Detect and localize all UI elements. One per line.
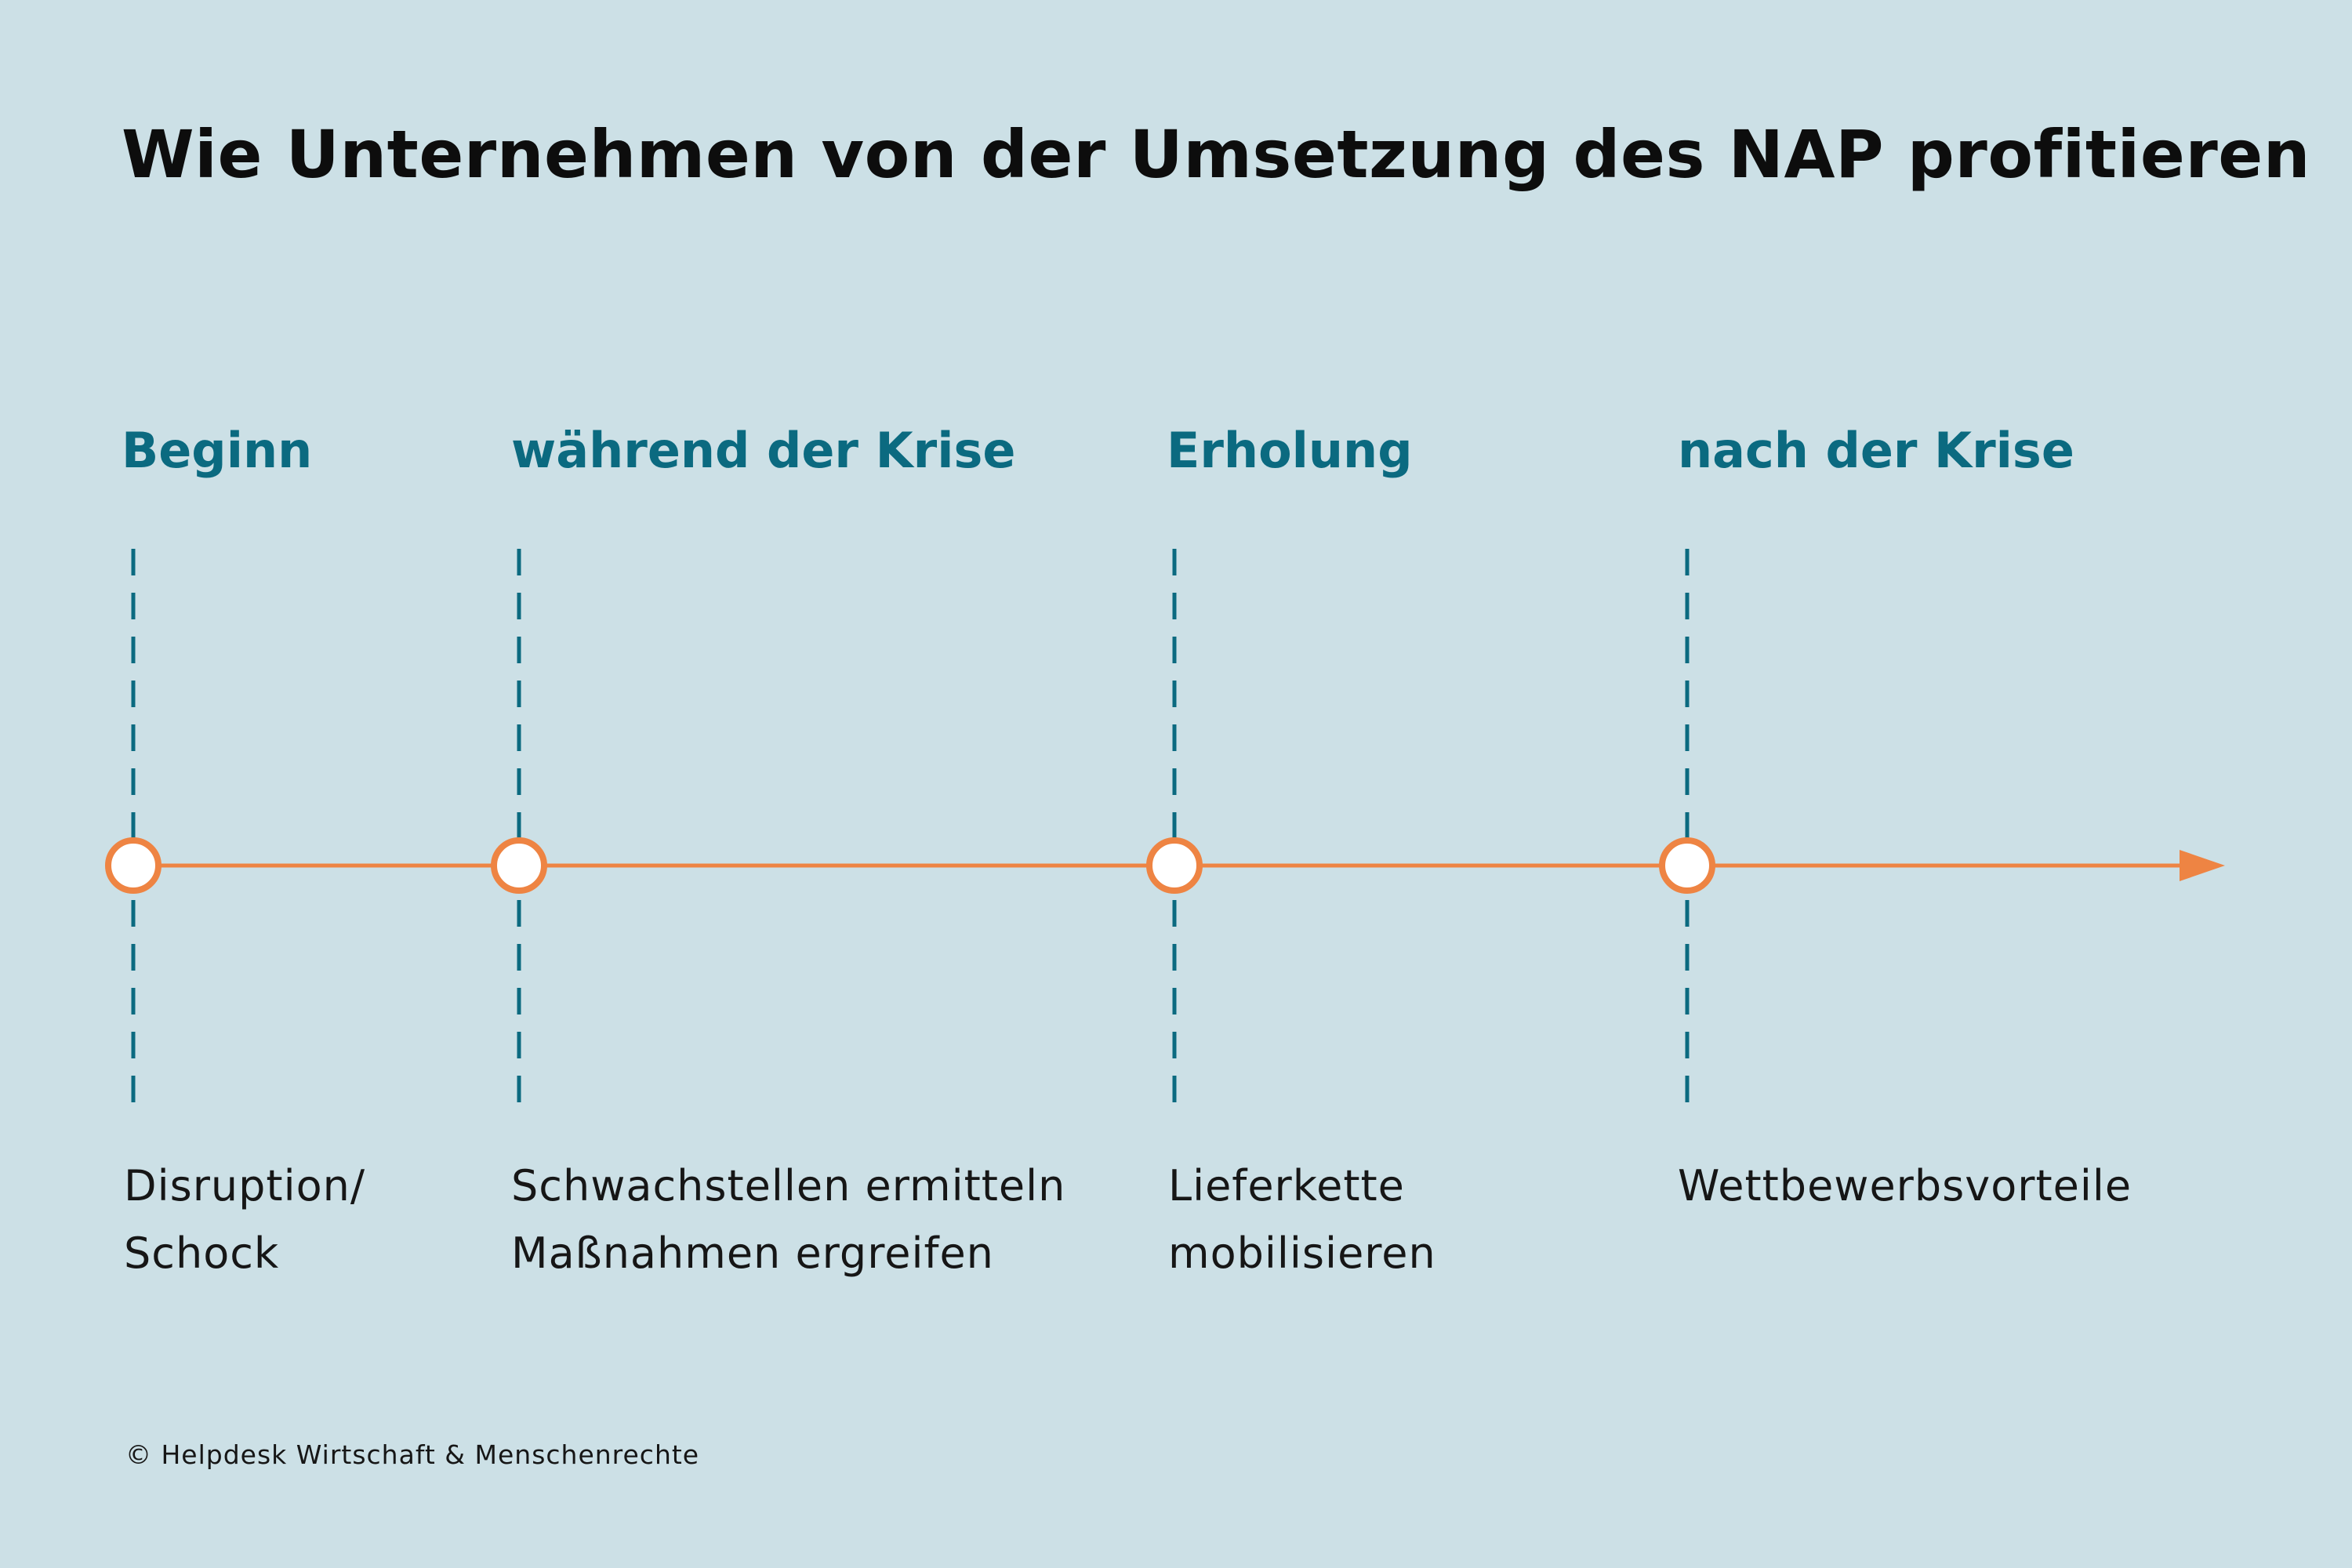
phase-3-marker [1146, 837, 1203, 894]
timeline-arrowhead [2180, 850, 2225, 881]
phase-description-beginn: Disruption/ Schock [124, 1152, 365, 1287]
description-line: Lieferkette [1168, 1161, 1405, 1210]
phase-4-marker [1659, 837, 1715, 894]
phase-markers [105, 837, 1715, 894]
phase-description-erholung: Lieferkette mobilisieren [1168, 1152, 1436, 1287]
phase-label-erholung: Erholung [1167, 422, 1413, 479]
phase-divider-lines [131, 549, 1690, 1105]
phase-1-marker [105, 837, 162, 894]
copyright-footer: © Helpdesk Wirtschaft & Menschenrechte [125, 1439, 700, 1470]
phase-description-waehrend-der-krise: Schwachstellen ermitteln Maßnahmen ergre… [511, 1152, 1065, 1287]
description-line: Disruption/ [124, 1161, 366, 1210]
page-title: Wie Unternehmen von der Umsetzung des NA… [122, 116, 2311, 193]
phase-label-waehrend-der-krise: während der Krise [511, 422, 1016, 479]
phase-label-beginn: Beginn [122, 422, 313, 479]
phase-2-marker [491, 837, 547, 894]
description-line: Schwachstellen ermitteln [511, 1161, 1066, 1210]
phase-description-nach-der-krise: Wettbewerbsvorteile [1678, 1152, 2132, 1220]
description-line: mobilisieren [1168, 1229, 1436, 1278]
description-line: Wettbewerbsvorteile [1678, 1161, 2132, 1210]
description-line: Maßnahmen ergreifen [511, 1229, 994, 1278]
description-line: Schock [124, 1229, 280, 1278]
phase-label-nach-der-krise: nach der Krise [1678, 422, 2074, 479]
